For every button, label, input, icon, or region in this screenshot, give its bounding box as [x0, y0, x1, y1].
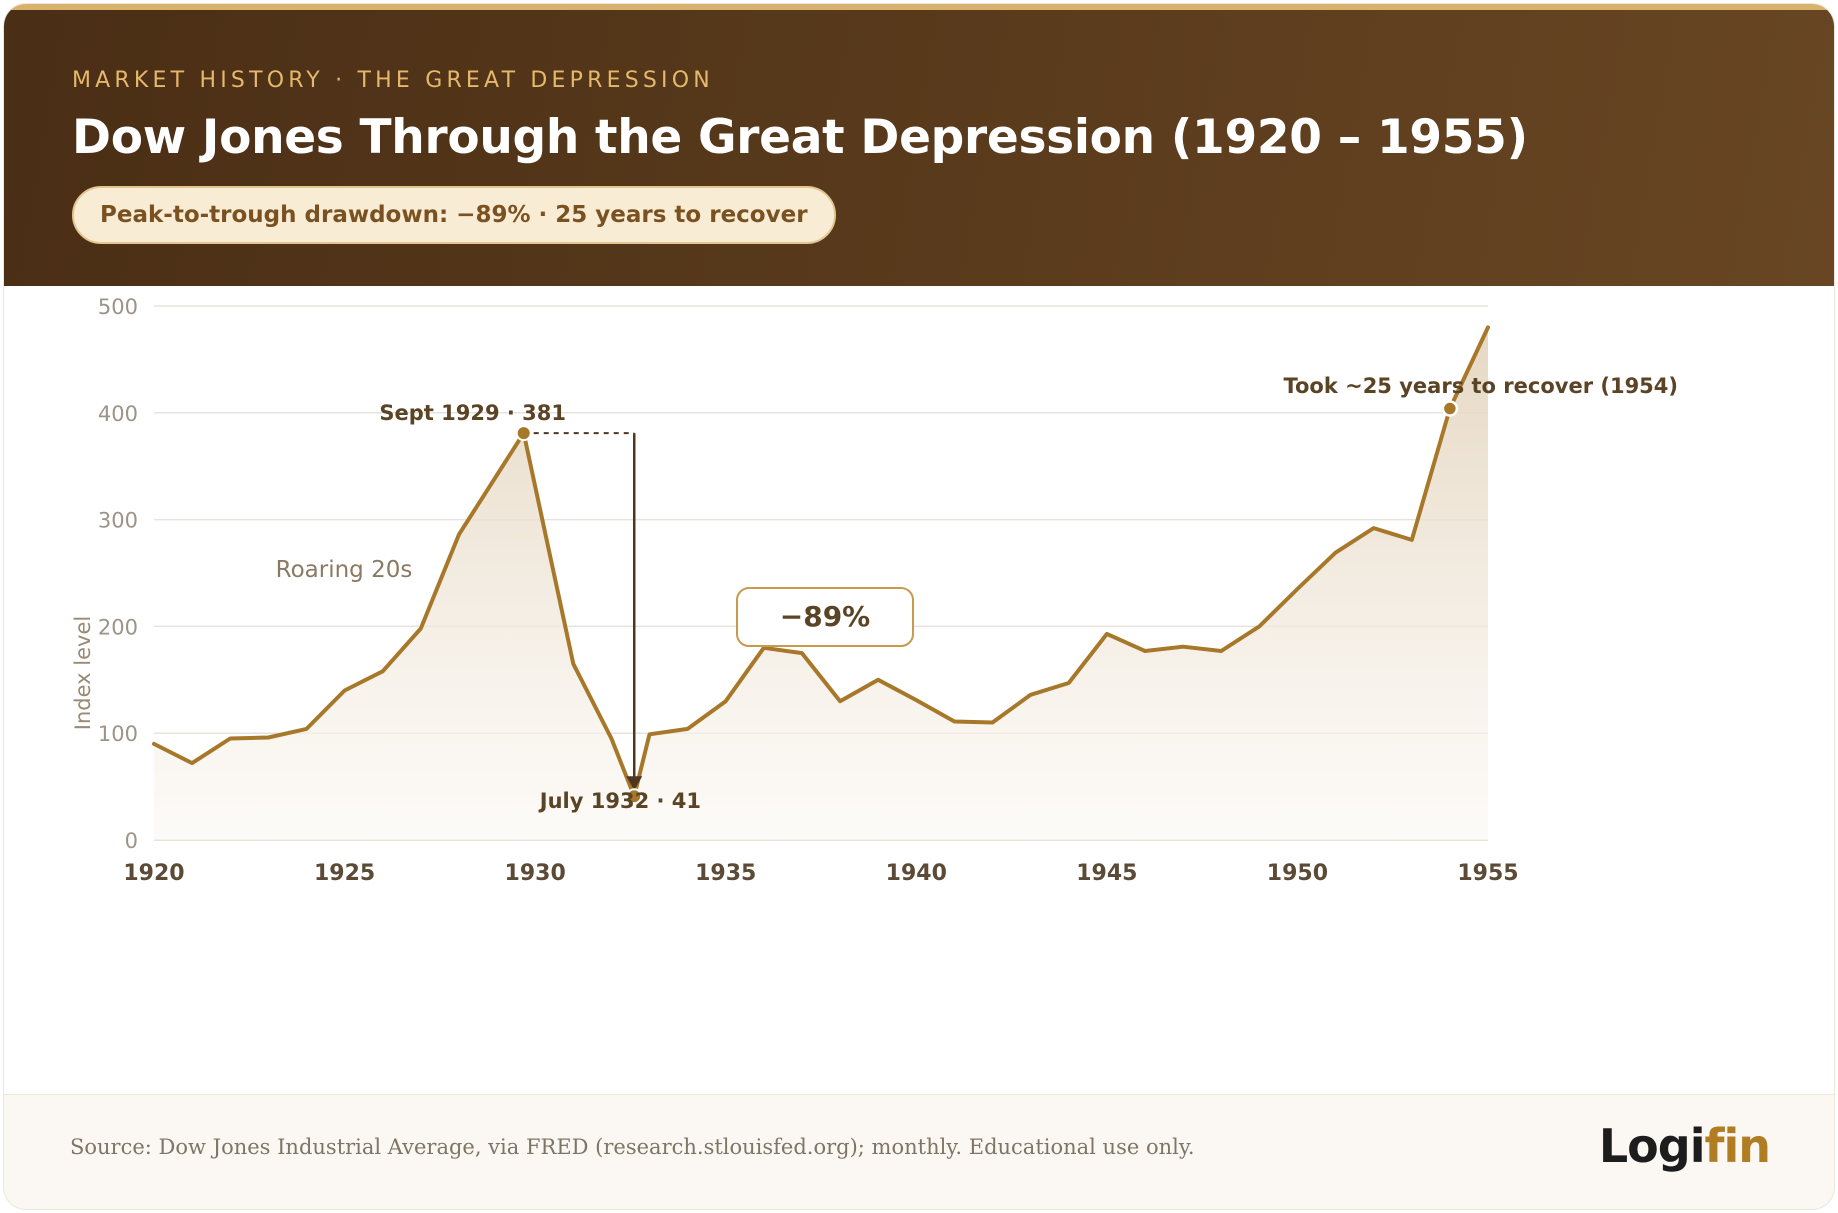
y-tick-label-400: 400	[98, 402, 138, 426]
y-tick-label-0: 0	[125, 829, 138, 853]
recovery-label: Took ~25 years to recover (1954)	[1283, 374, 1678, 398]
logo-text-part1: Logi	[1598, 1119, 1706, 1173]
y-tick-label-300: 300	[98, 509, 138, 533]
source-note: Source: Dow Jones Industrial Average, vi…	[70, 1135, 1195, 1159]
footer: Source: Dow Jones Industrial Average, vi…	[4, 1094, 1834, 1209]
trough-marker	[626, 788, 643, 805]
y-axis-label: Index level	[71, 616, 95, 730]
line-layer	[152, 325, 1490, 799]
drawdown-arrowhead	[626, 776, 643, 791]
chart-card: MARKET HISTORY · THE GREAT DEPRESSION Do…	[4, 4, 1834, 1209]
x-tick-label-1930: 1930	[505, 861, 566, 886]
annotation-layer: Roaring 20s −89% Sept 1929 · 381 July 1932 …	[276, 374, 1678, 813]
x-tick-label-1925: 1925	[314, 861, 375, 886]
drawdown-callout-label: −89%	[780, 600, 870, 633]
x-tick-label-1940: 1940	[886, 861, 947, 886]
recovery-marker	[1441, 400, 1459, 417]
y-tick-label-100: 100	[98, 722, 138, 746]
trough-label: July 1932 · 41	[538, 789, 701, 813]
x-tick-label-1945: 1945	[1076, 861, 1137, 886]
y-tick-label-500: 500	[98, 295, 138, 319]
brand-logo: Logifin	[1598, 1119, 1771, 1173]
page-title: Dow Jones Through the Great Depression (…	[72, 110, 1528, 165]
drawdown-pill: Peak-to-trough drawdown: −89% · 25 years…	[72, 186, 836, 244]
eyebrow-label: MARKET HISTORY · THE GREAT DEPRESSION	[72, 68, 714, 93]
logo-text-part2: fin	[1704, 1119, 1771, 1173]
tick-layer: 0 100 200 300 400 500 1920 1925 1930 1935 1940 1945…	[71, 295, 1519, 886]
header-banner: MARKET HISTORY · THE GREAT DEPRESSION Do…	[4, 4, 1834, 286]
y-tick-label-200: 200	[98, 615, 138, 639]
roaring-20s-label: Roaring 20s	[276, 557, 413, 583]
series-area-fill	[154, 327, 1488, 840]
peak-label: Sept 1929 · 381	[379, 401, 566, 425]
x-tick-label-1950: 1950	[1267, 861, 1328, 886]
peak-marker	[515, 425, 532, 442]
x-tick-label-1955: 1955	[1457, 861, 1518, 886]
chart-svg: 0 100 200 300 400 500 1920 1925 1930 1935 1940 1945…	[71, 295, 1678, 886]
x-tick-label-1920: 1920	[123, 861, 184, 886]
series-line	[152, 325, 1490, 799]
x-tick-label-1935: 1935	[695, 861, 756, 886]
area-layer	[154, 327, 1488, 840]
drawdown-callout-box	[736, 587, 914, 647]
